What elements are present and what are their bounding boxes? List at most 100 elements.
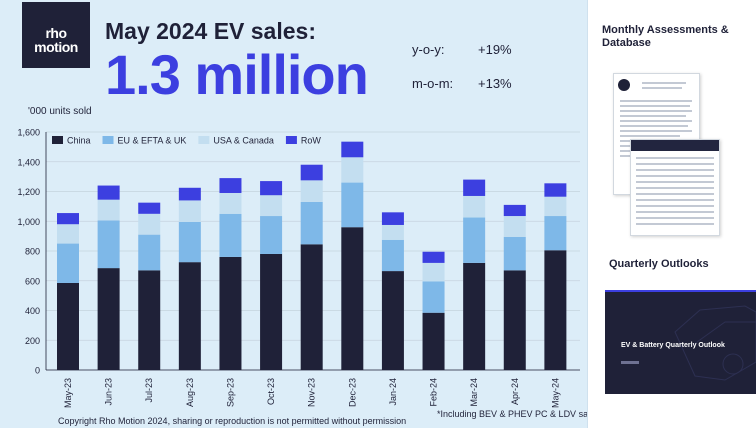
x-tick-label: Nov-23 (307, 378, 317, 407)
bar-china-sep-23[interactable] (219, 256, 242, 370)
x-tick-label: May-24 (550, 378, 560, 408)
quarterly-outlook-cover[interactable]: EV & Battery Quarterly Outlook (605, 290, 756, 394)
legend-swatch (285, 136, 297, 144)
legend-label: RoW (301, 136, 322, 146)
bar-usa-canada-jul-23[interactable] (138, 213, 161, 235)
bar-usa-canada-may-23[interactable] (57, 224, 79, 244)
bar-row-apr-24[interactable] (503, 204, 526, 217)
mom-value: +13% (478, 76, 512, 91)
legend-label: USA & Canada (213, 136, 274, 146)
bar-usa-canada-aug-23[interactable] (178, 200, 201, 222)
legend-swatch (102, 136, 114, 144)
bar-china-oct-23[interactable] (260, 253, 283, 370)
bar-usa-canada-apr-24[interactable] (503, 216, 526, 237)
car-outline-graphic (674, 305, 756, 381)
copyright-notice: Copyright Rho Motion 2024, sharing or re… (58, 416, 407, 426)
x-tick-label: Jun-23 (104, 378, 114, 406)
y-tick-label: 1,400 (17, 157, 40, 167)
cover-title: EV & Battery Quarterly Outlook (621, 342, 725, 349)
quarterly-title: Quarterly Outlooks (609, 258, 709, 270)
bar-usa-canada-may-24[interactable] (544, 196, 567, 217)
yoy-value: +19% (478, 42, 512, 57)
y-tick-label: 800 (25, 247, 40, 257)
bar-eu-efta-uk-jun-23[interactable] (97, 220, 120, 269)
bar-row-may-23[interactable] (57, 213, 79, 225)
bar-eu-efta-uk-jan-24[interactable] (381, 239, 404, 272)
bar-row-aug-23[interactable] (178, 187, 201, 201)
y-tick-label: 400 (25, 306, 40, 316)
x-tick-label: May-23 (63, 378, 73, 408)
y-tick-label: 1,000 (17, 217, 40, 227)
x-tick-label: Dec-23 (347, 378, 357, 407)
legend-label: EU & EFTA & UK (118, 136, 187, 146)
rho-motion-logo: rho motion (22, 2, 90, 68)
x-tick-label: Feb-24 (429, 378, 439, 407)
x-tick-label: Jan-24 (388, 378, 398, 406)
y-tick-label: 200 (25, 336, 40, 346)
bar-usa-canada-dec-23[interactable] (341, 157, 364, 183)
database-thumbnail[interactable] (630, 139, 720, 236)
bar-usa-canada-mar-24[interactable] (463, 195, 486, 218)
bar-row-feb-24[interactable] (422, 251, 445, 263)
mom-label: m-o-m: (412, 76, 454, 91)
ev-sales-chart: 0 200 400 600 800 1,000 1,200 1,400 1,600 May-23 J… (17, 128, 580, 408)
bar-row-dec-23[interactable] (341, 141, 364, 158)
bar-china-apr-24[interactable] (503, 270, 526, 370)
logo-line-1: rho (45, 25, 67, 41)
bar-china-jul-23[interactable] (138, 270, 161, 370)
bar-china-jun-23[interactable] (97, 268, 120, 370)
bar-eu-efta-uk-may-23[interactable] (57, 243, 79, 283)
main-panel: rho motion May 2024 EV sales: 1.3 millio… (0, 0, 600, 428)
legend-swatch (52, 136, 63, 144)
logo-line-2: motion (34, 39, 78, 55)
bar-eu-efta-uk-feb-24[interactable] (422, 281, 445, 313)
y-tick-label: 600 (25, 276, 40, 286)
x-tick-label: Sep-23 (225, 378, 235, 407)
bar-eu-efta-uk-aug-23[interactable] (178, 221, 201, 263)
bar-row-mar-24[interactable] (463, 179, 486, 196)
y-tick-label: 1,200 (17, 187, 40, 197)
bar-eu-efta-uk-jul-23[interactable] (138, 234, 161, 271)
x-tick-label: Aug-23 (185, 378, 195, 407)
bar-row-nov-23[interactable] (300, 164, 323, 181)
monthly-title: Monthly Assessments & Database (602, 24, 729, 49)
y-tick-label: 0 (35, 366, 40, 376)
bar-eu-efta-uk-may-24[interactable] (544, 216, 567, 251)
bar-row-jun-23[interactable] (97, 185, 120, 200)
bar-china-dec-23[interactable] (341, 227, 364, 370)
bar-row-sep-23[interactable] (219, 178, 242, 193)
bar-row-jan-24[interactable] (381, 212, 404, 225)
bar-usa-canada-oct-23[interactable] (260, 195, 283, 217)
big-number: 1.3 million (105, 43, 369, 106)
bar-usa-canada-nov-23[interactable] (300, 180, 323, 202)
bar-china-jan-24[interactable] (381, 271, 404, 370)
bar-usa-canada-jun-23[interactable] (97, 199, 120, 221)
bar-usa-canada-feb-24[interactable] (422, 262, 445, 282)
bar-eu-efta-uk-oct-23[interactable] (260, 216, 283, 254)
bar-eu-efta-uk-apr-24[interactable] (503, 236, 526, 271)
bar-usa-canada-sep-23[interactable] (219, 192, 242, 214)
bar-row-oct-23[interactable] (260, 181, 283, 196)
bar-china-feb-24[interactable] (422, 312, 445, 370)
y-axis-units: '000 units sold (28, 106, 92, 117)
x-tick-label: Apr-24 (510, 378, 520, 405)
bar-row-may-24[interactable] (544, 183, 567, 197)
footnote: *Including BEV & PHEV PC & LDV sales (437, 409, 600, 419)
bar-row-jul-23[interactable] (138, 202, 161, 214)
yoy-label: y-o-y: (412, 42, 445, 57)
x-tick-label: Oct-23 (266, 378, 276, 405)
bar-china-may-24[interactable] (544, 250, 567, 370)
report-logo-icon (618, 79, 630, 91)
bar-china-may-23[interactable] (57, 282, 79, 370)
bar-china-nov-23[interactable] (300, 244, 323, 370)
bar-eu-efta-uk-dec-23[interactable] (341, 182, 364, 228)
bar-eu-efta-uk-nov-23[interactable] (300, 201, 323, 245)
bar-eu-efta-uk-mar-24[interactable] (463, 217, 486, 263)
x-tick-label: Jul-23 (144, 378, 154, 403)
bar-eu-efta-uk-sep-23[interactable] (219, 213, 242, 257)
bar-china-mar-24[interactable] (463, 262, 486, 370)
headline: May 2024 EV sales: (105, 18, 316, 44)
bar-usa-canada-jan-24[interactable] (381, 224, 404, 240)
y-tick-label: 1,600 (17, 128, 40, 138)
bar-china-aug-23[interactable] (178, 262, 201, 370)
